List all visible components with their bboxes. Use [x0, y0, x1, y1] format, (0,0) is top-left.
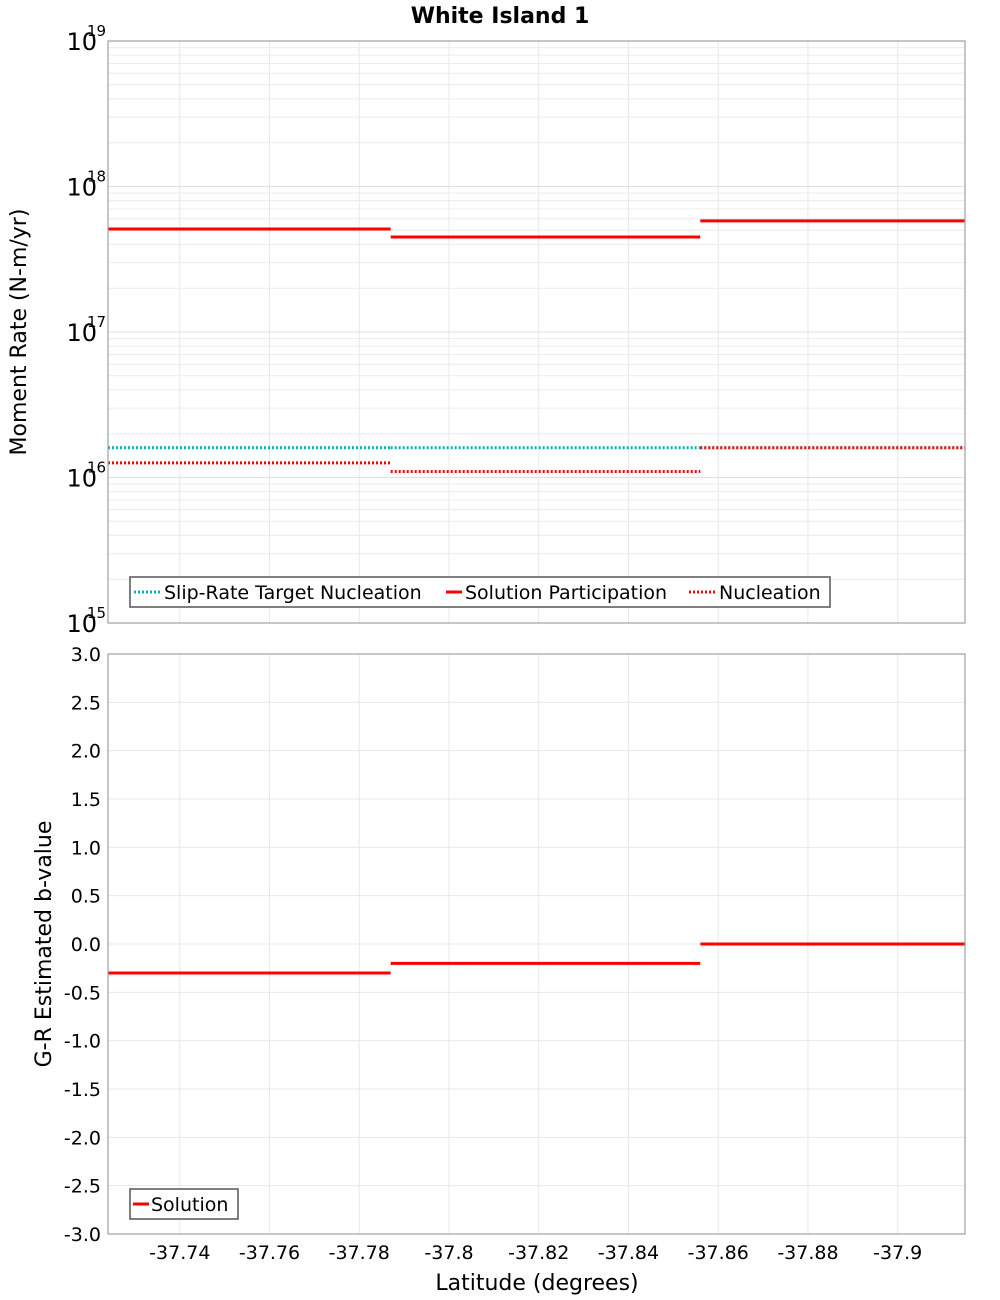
x-tick-label: -37.78: [329, 1242, 390, 1264]
x-ticks: -37.74 -37.76 -37.78 -37.8 -37.82 -37.84 -37.8…: [149, 1242, 922, 1264]
y-tick-label: 2.0: [71, 741, 101, 763]
x-tick-label: -37.74: [149, 1242, 210, 1264]
x-tick-label: -37.88: [777, 1242, 838, 1264]
y-tick-exponent: 16: [87, 459, 106, 477]
y-tick-label: -2.0: [64, 1127, 101, 1149]
legend-label-solution-participation: Solution Participation: [465, 582, 667, 604]
x-tick-label: -37.8: [424, 1242, 473, 1264]
top-y-axis-title: Moment Rate (N-m/yr): [7, 209, 32, 456]
y-tick-exponent: 17: [87, 313, 106, 331]
bottom-legend: Solution: [129, 1188, 239, 1220]
x-tick-label: -37.76: [239, 1242, 300, 1264]
x-tick-label: -37.82: [508, 1242, 569, 1264]
y-tick-label: 10: [66, 610, 97, 638]
y-tick-label: 1.0: [71, 837, 101, 859]
y-tick-label: -1.5: [64, 1079, 101, 1101]
y-tick-label: 1.5: [71, 789, 101, 811]
y-tick-label: 10: [66, 28, 97, 56]
y-tick-label: -3.0: [64, 1224, 101, 1246]
y-tick-label: -0.5: [64, 982, 101, 1004]
x-tick-label: -37.86: [688, 1242, 749, 1264]
chart-title: White Island 1: [411, 4, 590, 29]
top-series: [108, 219, 965, 473]
top-plot-border: [107, 40, 966, 624]
y-tick-label: 10: [66, 174, 97, 202]
y-tick-label: 2.5: [71, 692, 101, 714]
x-tick-label: -37.9: [873, 1242, 922, 1264]
x-axis-title: Latitude (degrees): [435, 1271, 638, 1296]
y-tick-label: -2.5: [64, 1176, 101, 1198]
y-tick-label: 0.5: [71, 886, 101, 908]
x-tick-label: -37.84: [598, 1242, 659, 1264]
top-legend: Slip-Rate Target Nucleation Solution Par…: [129, 576, 831, 608]
y-tick-exponent: 18: [87, 168, 106, 186]
bottom-plot-border: [107, 653, 966, 1235]
b-value-plot: 3.0 2.5 2.0 1.5 1.0 0.5 0.0 -0.5 -1.0 -1.5 -2.0 -2.…: [32, 644, 966, 1246]
legend-label-nucleation: Nucleation: [719, 582, 821, 604]
bottom-y-axis-title: G-R Estimated b-value: [32, 821, 57, 1068]
bottom-legend-box: [129, 1188, 239, 1220]
y-tick-label: 3.0: [71, 644, 101, 666]
y-tick-exponent: 19: [87, 22, 106, 40]
legend-label-solution: Solution: [151, 1194, 228, 1216]
y-tick-label: 0.0: [71, 934, 101, 956]
y-tick-exponent: 15: [87, 604, 106, 622]
bottom-series: [108, 942, 965, 975]
y-tick-label: 10: [66, 319, 97, 347]
y-tick-label: -1.0: [64, 1031, 101, 1053]
legend-label-slip-rate: Slip-Rate Target Nucleation: [164, 582, 422, 604]
bottom-y-ticks: 3.0 2.5 2.0 1.5 1.0 0.5 0.0 -0.5 -1.0 -1.5 -2.0 -2.…: [64, 644, 101, 1246]
y-tick-label: 10: [66, 465, 97, 493]
